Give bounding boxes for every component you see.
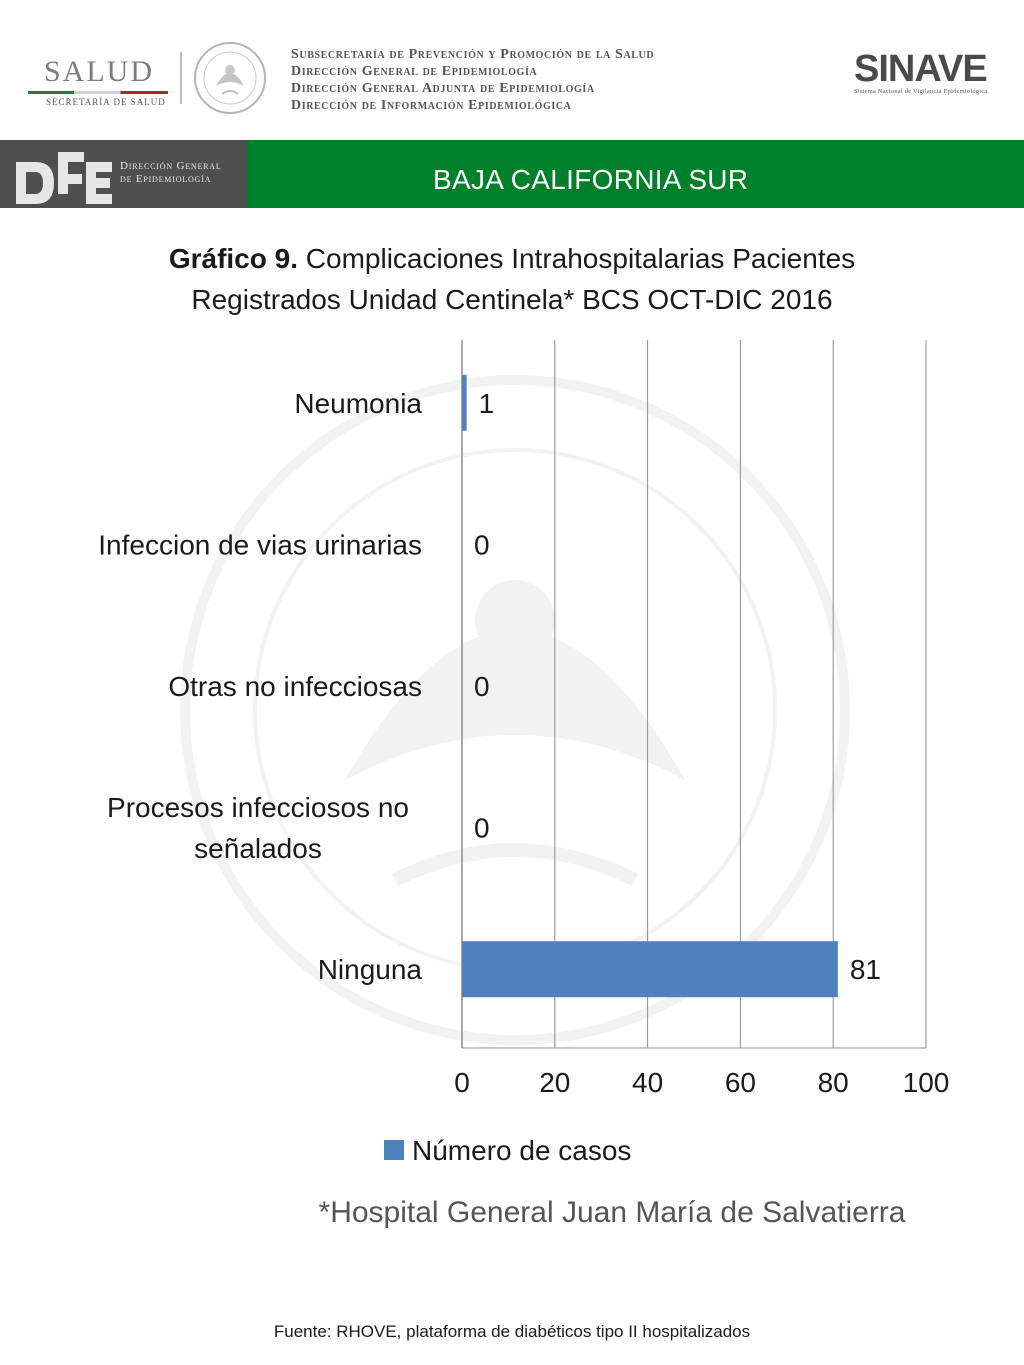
sinave-logo-subtitle: Sistema Nacional de Vigilancia Epidemiol…	[854, 88, 988, 95]
sinave-logo: SINAVE Sistema Nacional de Vigilancia Ep…	[850, 46, 990, 102]
chart-title: Gráfico 9. Complicaciones Intrahospitala…	[0, 238, 1024, 320]
agency-line: Dirección General de Epidemiología	[291, 64, 538, 79]
chart-title-line1: Complicaciones Intrahospitalarias Pacien…	[298, 243, 856, 274]
bar-chart: 0 20 40 60 80 100 1 Neumonia 0 Infeccion de vias …	[0, 330, 1024, 1190]
category-label: Ninguna	[318, 954, 423, 985]
x-tick-label: 60	[725, 1067, 756, 1098]
agency-line: Subsecretaría de Prevención y Promoción …	[291, 47, 655, 62]
dge-panel: Dirección General de Epidemiología	[0, 140, 247, 208]
sinave-logo-word: SINAVE	[854, 48, 988, 90]
category-label: Infeccion de vias urinarias	[98, 529, 422, 560]
dge-name: Dirección General de Epidemiología	[120, 160, 222, 186]
legend-label: Número de casos	[412, 1135, 631, 1166]
x-tick-label: 40	[632, 1067, 663, 1098]
category-label: Otras no infecciosas	[168, 671, 422, 702]
bar-value-label: 0	[474, 813, 490, 844]
x-tick-label: 0	[454, 1067, 470, 1098]
national-seal-icon	[194, 42, 266, 114]
category-label: Neumonia	[294, 388, 422, 419]
agency-line: Dirección General Adjunta de Epidemiolog…	[291, 81, 595, 96]
dge-name-line: Dirección General	[120, 160, 222, 172]
salud-logo-subtitle: SECRETARÍA DE SALUD	[46, 97, 166, 107]
x-tick-label: 80	[818, 1067, 849, 1098]
bar-chart-svg: 0 20 40 60 80 100 1 Neumonia 0 Infeccion de vias …	[98, 340, 950, 1166]
agency-names: Subsecretaría de Prevención y Promoción …	[291, 46, 654, 114]
agency-line: Dirección de Información Epidemiológica	[291, 98, 572, 113]
chart-title-line2: Registrados Unidad Centinela* BCS OCT-DI…	[191, 284, 833, 315]
salud-logo-stripe	[28, 91, 168, 94]
category-label: señalados	[194, 833, 322, 864]
region-name: BAJA CALIFORNIA SUR	[433, 164, 749, 195]
seal-watermark-icon	[180, 375, 850, 1045]
bar-value-label: 1	[479, 388, 495, 419]
bar-value-label: 81	[850, 954, 881, 985]
dge-logo-icon	[16, 152, 112, 204]
region-banner: Dirección General de Epidemiología BAJA …	[0, 140, 1024, 208]
bar-value-label: 0	[474, 671, 490, 702]
chart-title-number: Gráfico 9.	[168, 243, 298, 274]
x-tick-label: 100	[903, 1067, 950, 1098]
dge-name-line: de Epidemiología	[120, 173, 212, 185]
category-label: Procesos infecciosos no	[107, 792, 409, 823]
x-tick-label: 20	[539, 1067, 570, 1098]
hospital-note: *Hospital General Juan María de Salvatie…	[318, 1196, 906, 1229]
salud-logo: SALUD SECRETARÍA DE SALUD	[28, 55, 168, 107]
region-panel	[247, 140, 1024, 208]
source-note: Fuente: RHOVE, plataforma de diabéticos …	[273, 1322, 751, 1341]
page-header: SALUD SECRETARÍA DE SALUD Subsecretaría …	[0, 0, 1024, 140]
header-divider	[180, 52, 182, 104]
bar	[462, 941, 838, 998]
bar	[462, 374, 467, 431]
salud-logo-word: SALUD	[44, 55, 155, 88]
bar-value-label: 0	[474, 529, 490, 560]
legend-swatch	[384, 1140, 404, 1160]
